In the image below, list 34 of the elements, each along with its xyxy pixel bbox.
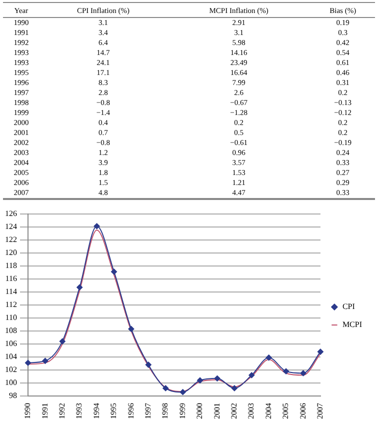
x-tick-label: 2003 — [246, 403, 256, 419]
x-tick-label: 1995 — [109, 403, 118, 419]
y-tick-label: 126 — [5, 208, 17, 218]
y-tick-label: 118 — [5, 260, 17, 270]
x-tick-label: 2000 — [195, 403, 204, 419]
y-tick-label: 124 — [5, 222, 17, 231]
x-tick-label: 2002 — [230, 403, 239, 419]
y-tick-label: 108 — [5, 326, 17, 336]
x-tick-label: 2004 — [264, 403, 273, 419]
x-tick-label: 1996 — [126, 403, 136, 419]
legend-label: CPI — [342, 302, 356, 312]
y-tick-label: 114 — [5, 286, 17, 296]
x-tick-label: 1997 — [144, 403, 153, 419]
x-tick-label: 2006 — [298, 403, 308, 419]
y-tick-label: 116 — [5, 274, 17, 283]
y-tick-label: 110 — [5, 313, 17, 322]
x-tick-label: 1993 — [74, 403, 84, 419]
x-tick-label: 1998 — [160, 403, 170, 419]
y-tick-label: 120 — [5, 248, 17, 257]
x-tick-label: 1991 — [40, 403, 50, 419]
legend-label: MCPI — [342, 320, 362, 330]
x-tick-label: 2007 — [316, 403, 325, 419]
y-tick-label: 122 — [5, 234, 17, 244]
y-tick-label: 100 — [5, 378, 17, 388]
x-tick-label: 1999 — [178, 403, 187, 419]
x-tick-label: 1994 — [92, 403, 101, 419]
x-tick-label: 2001 — [212, 403, 222, 419]
y-tick-label: 98 — [9, 391, 17, 400]
x-tick-label: 2005 — [281, 403, 290, 419]
y-tick-label: 106 — [5, 339, 17, 348]
x-tick-label: 1992 — [58, 403, 66, 419]
y-tick-label: 102 — [5, 365, 17, 374]
y-tick-label: 104 — [5, 352, 17, 362]
y-tick-label: 112 — [5, 300, 17, 309]
